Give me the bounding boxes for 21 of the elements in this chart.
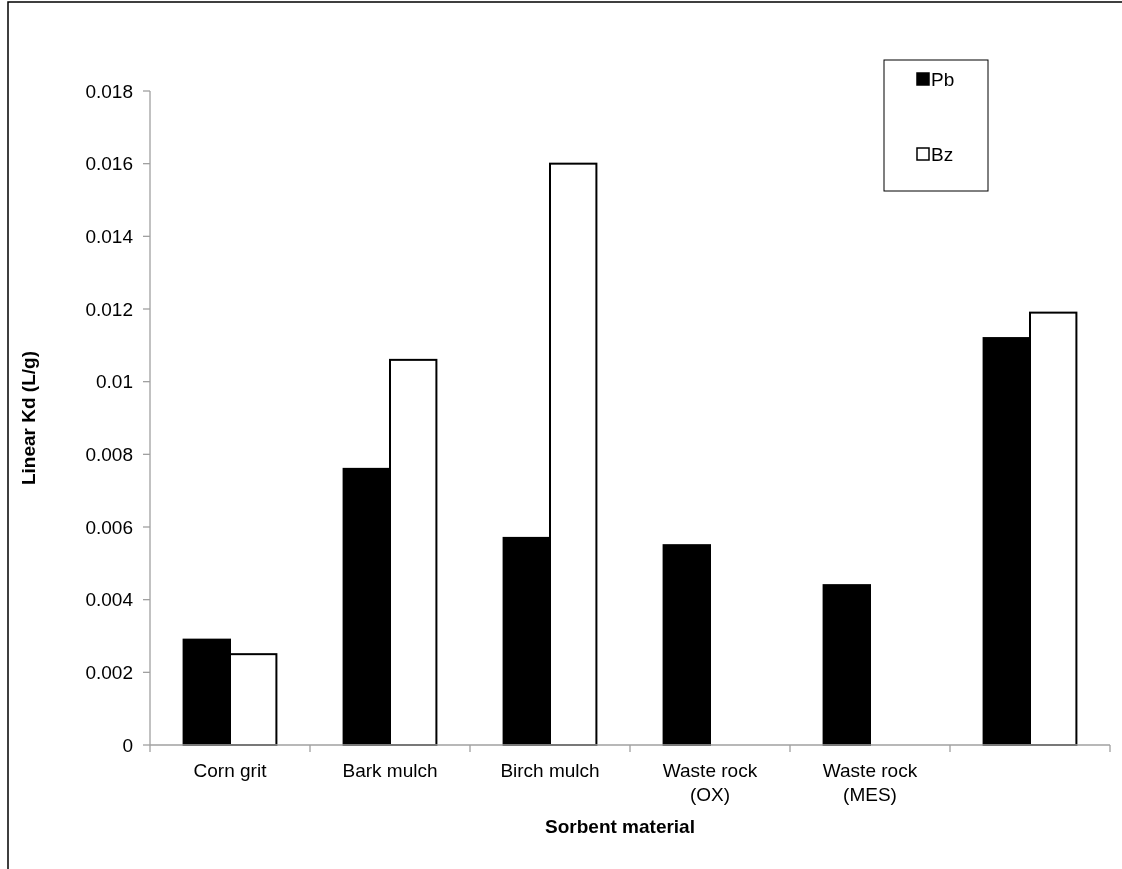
y-axis-title: Linear Kd (L/g) [18,350,39,486]
x-tick-label: Waste rock (MES) [822,760,918,805]
bar [822,584,871,746]
y-tick-label: 0 [122,734,133,756]
legend-label: Pb [931,68,955,90]
y-tick-label: 0.014 [85,225,134,247]
x-tick-label: Bark mulch [342,760,438,781]
y-tick-label: 0.01 [96,371,133,393]
y-tick-label: 0.012 [85,298,133,320]
x-tick-label: Corn grit [193,760,268,781]
y-tick-label: 0.002 [85,661,133,683]
y-tick-label: 0.004 [85,589,134,611]
y-tick-label: 0.018 [85,80,133,102]
bar [662,544,711,746]
x-tick-label: Birch mulch [500,760,600,781]
legend-label: Bz [931,143,954,165]
x-axis-title: Sorbent material [545,816,695,837]
x-tick-label: Waste rock (OX) [662,760,758,805]
y-tick-label: 0.016 [85,153,133,175]
y-tick-label: 0.008 [85,443,133,465]
y-tick-label: 0.006 [85,516,133,538]
